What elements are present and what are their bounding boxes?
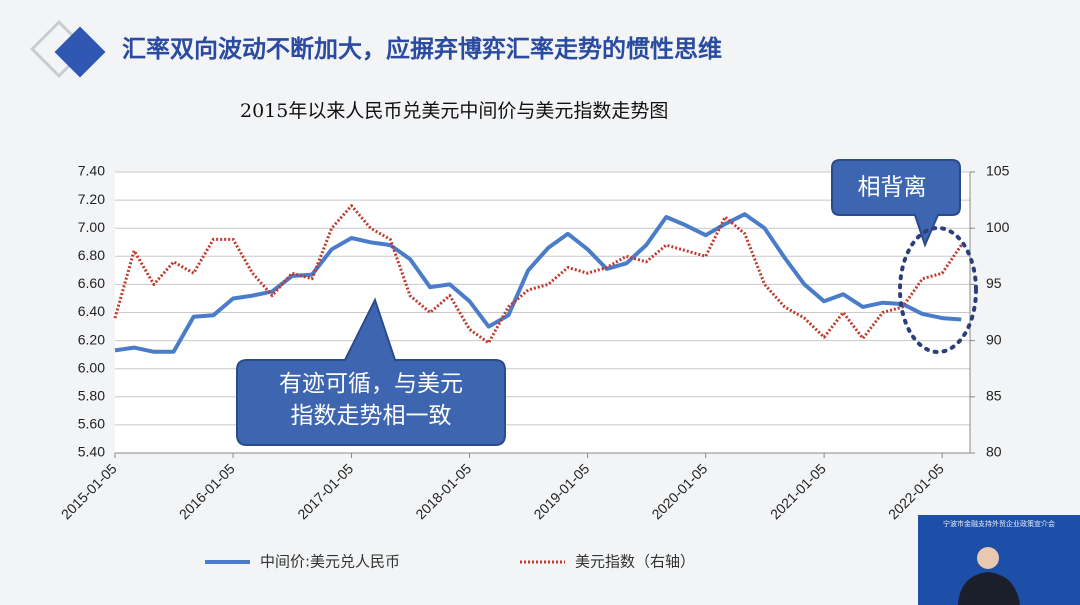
y2-tick-label: 90 — [986, 331, 1002, 347]
y2-tick-label: 105 — [986, 163, 1010, 179]
presenter-head — [977, 547, 999, 569]
y-tick-label: 5.60 — [78, 416, 105, 432]
y-tick-label: 6.00 — [78, 359, 105, 375]
y-tick-label: 7.20 — [78, 191, 105, 207]
y-tick-label: 6.80 — [78, 247, 105, 263]
callout-text: 相背离 — [858, 175, 927, 201]
legend-label: 中间价:美元兑人民币 — [260, 553, 400, 571]
y2-tick-label: 100 — [986, 219, 1010, 235]
callout-text: 有迹可循，与美元指数走势相一致 — [279, 371, 463, 429]
y-tick-label: 7.00 — [78, 219, 105, 235]
y2-tick-label: 80 — [986, 444, 1002, 460]
slide-title: 汇率双向波动不断加大，应摒弃博弈汇率走势的惯性思维 — [122, 35, 722, 63]
highlight-circle — [898, 226, 978, 354]
chart-title: 2015年以来人民币兑美元中间价与美元指数走势图 — [240, 100, 669, 122]
chart-title-box: 2015年以来人民币兑美元中间价与美元指数走势图 — [240, 100, 669, 122]
presenter-body — [958, 572, 1020, 605]
logo-diamond — [54, 26, 106, 78]
y2-tick-label: 95 — [986, 275, 1002, 291]
y-tick-label: 7.40 — [78, 163, 105, 179]
y2-tick-label: 85 — [986, 388, 1002, 404]
callout-bubble — [831, 159, 961, 248]
y-tick-label: 5.80 — [78, 388, 105, 404]
y-tick-label: 6.20 — [78, 331, 105, 347]
callout-text-box: 有迹可循，与美元指数走势相一致 — [279, 371, 463, 429]
series-line — [113, 204, 963, 345]
video-caption: 宁波市金融支持外贸企业政策宣介会 — [943, 519, 1055, 528]
y-tick-label: 6.40 — [78, 303, 105, 319]
callout-bubble — [236, 297, 506, 446]
series-line — [114, 212, 962, 354]
legend-label: 美元指数（右轴） — [575, 553, 695, 571]
y-tick-label: 5.40 — [78, 444, 105, 460]
y-tick-label: 6.60 — [78, 275, 105, 291]
